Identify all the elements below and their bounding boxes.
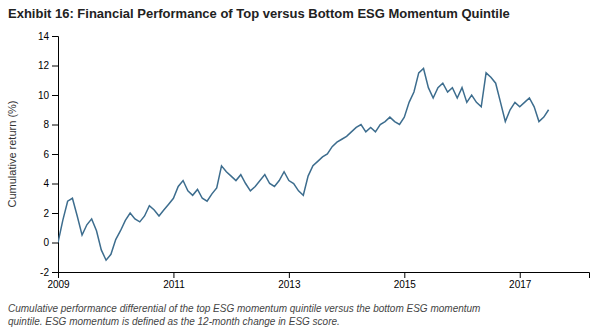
y-tick-label: 0 <box>43 237 49 248</box>
y-tick-mark <box>52 272 58 273</box>
title: Exhibit 16: Financial Performance of Top… <box>8 6 510 21</box>
y-tick-label: 2 <box>43 208 49 219</box>
x-tick-mark <box>289 272 290 278</box>
x-axis-line <box>59 273 590 279</box>
x-tick-label: 2017 <box>509 279 532 290</box>
x-tick: 2015 <box>394 272 417 290</box>
x-tick-label: 2009 <box>47 279 70 290</box>
line <box>58 68 549 260</box>
caption-line: quintile. ESG momentum is defined as the… <box>8 316 340 327</box>
x-tick-label: 2011 <box>163 279 185 290</box>
y-tick: 4 <box>43 178 58 189</box>
y-tick: 12 <box>38 60 58 71</box>
y-tick-mark <box>52 243 58 244</box>
y-tick-mark <box>52 184 58 185</box>
x-axis: 2009 2011 2013 2015 2017 <box>47 272 589 290</box>
x-tick-mark <box>173 272 174 278</box>
y-tick: 6 <box>43 149 58 160</box>
y-axis: -2 0 2 4 6 8 10 12 14 <box>38 31 59 278</box>
x-tick-mark <box>520 272 521 278</box>
y-tick: 2 <box>43 208 58 219</box>
y-tick-mark <box>52 66 58 67</box>
y-tick: 0 <box>43 237 58 248</box>
y-tick-label: 14 <box>38 31 50 42</box>
x-tick: 2013 <box>278 272 301 290</box>
x-tick-label: 2013 <box>278 279 301 290</box>
y-axis-line <box>52 37 59 273</box>
y-tick-mark <box>52 36 58 37</box>
y-tick-mark <box>52 125 58 126</box>
plot-area <box>58 68 549 260</box>
y-tick-mark <box>52 95 58 96</box>
chart: Exhibit 16: Financial Performance of Top… <box>0 0 611 334</box>
y-tick-label: 10 <box>38 90 50 101</box>
y-tick: 14 <box>38 31 58 42</box>
y-tick-label: 6 <box>43 149 49 160</box>
caption-line: Cumulative performance differential of t… <box>8 303 480 314</box>
x-tick: 2017 <box>509 272 532 290</box>
y-tick-label: -2 <box>40 267 49 278</box>
y-tick: 8 <box>43 119 58 130</box>
x-tick-mark <box>404 272 405 278</box>
y-tick-label: 8 <box>43 119 49 130</box>
caption: Cumulative performance differential of t… <box>8 303 480 327</box>
y-tick: -2 <box>40 267 58 278</box>
y-tick-label: 12 <box>38 60 50 71</box>
y-tick: 10 <box>38 90 58 101</box>
y-tick-label: 4 <box>43 178 49 189</box>
x-tick: 2009 <box>47 272 70 290</box>
y-axis-label: Cumulative return (%) <box>6 101 18 208</box>
y-tick-mark <box>52 213 58 214</box>
x-tick-label: 2015 <box>394 279 417 290</box>
y-tick-mark <box>52 154 58 155</box>
x-tick: 2011 <box>163 272 185 290</box>
